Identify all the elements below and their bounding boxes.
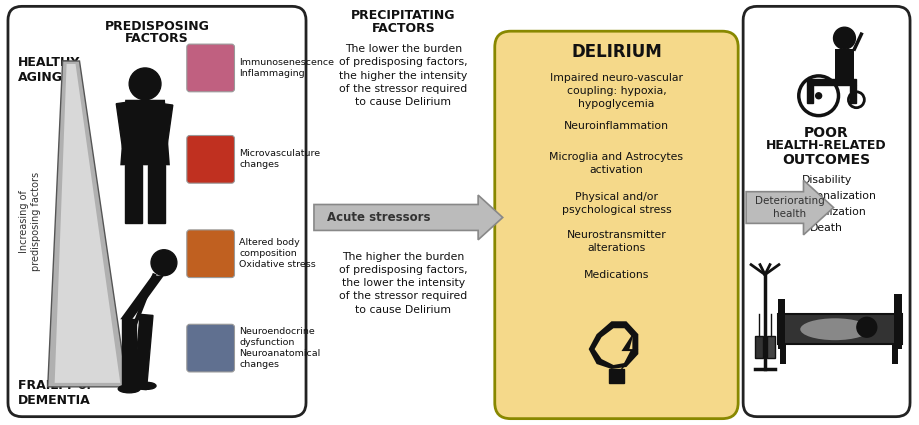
Circle shape: [151, 250, 176, 275]
Bar: [849, 85, 856, 103]
Polygon shape: [588, 321, 638, 369]
Text: Medications: Medications: [584, 269, 649, 280]
FancyBboxPatch shape: [743, 6, 909, 416]
Text: Hospitalization: Hospitalization: [786, 207, 866, 217]
Bar: [133, 314, 153, 390]
Text: HEALTH-RELATED: HEALTH-RELATED: [766, 139, 886, 153]
Text: PRECIPITATING: PRECIPITATING: [351, 9, 455, 23]
FancyBboxPatch shape: [8, 6, 306, 416]
FancyBboxPatch shape: [187, 136, 234, 183]
Text: Increasing of
predisposing factors: Increasing of predisposing factors: [18, 172, 41, 271]
Polygon shape: [834, 49, 854, 79]
Bar: [148, 165, 165, 223]
Bar: [893, 295, 902, 349]
Text: Neuroinflammation: Neuroinflammation: [563, 121, 668, 130]
Bar: [777, 314, 902, 344]
Text: Immunosenescence
Inflammaging: Immunosenescence Inflammaging: [239, 58, 335, 78]
Text: Death: Death: [810, 223, 842, 233]
Text: The higher the burden
of predisposing factors,
the lower the intensity
of the st: The higher the burden of predisposing fa…: [339, 252, 467, 314]
Polygon shape: [48, 61, 127, 387]
Text: PREDISPOSING: PREDISPOSING: [105, 20, 210, 33]
FancyBboxPatch shape: [187, 44, 234, 92]
Text: Neurostransmitter
alterations: Neurostransmitter alterations: [566, 230, 665, 253]
Bar: [116, 102, 132, 148]
Polygon shape: [313, 195, 502, 240]
Bar: [806, 85, 811, 103]
Text: Microvasculature
changes: Microvasculature changes: [239, 150, 320, 169]
Bar: [156, 104, 173, 149]
Bar: [806, 79, 856, 85]
Bar: [125, 165, 142, 223]
Bar: [779, 344, 785, 364]
Text: Impaired neuro-vascular
coupling: hypoxia,
hypoglycemia: Impaired neuro-vascular coupling: hypoxi…: [550, 73, 682, 108]
Text: HEALTHY
AGING: HEALTHY AGING: [17, 56, 80, 84]
Bar: [777, 300, 784, 349]
Circle shape: [129, 68, 161, 100]
Text: Neuroendocrine
dysfunction
Neuroanatomical
changes: Neuroendocrine dysfunction Neuroanatomic…: [239, 328, 321, 369]
Text: The lower the burden
of predisposing factors,
the higher the intensity
of the st: The lower the burden of predisposing fac…: [339, 44, 467, 107]
Text: Deteriorating
health: Deteriorating health: [754, 196, 823, 219]
Polygon shape: [54, 64, 120, 383]
Ellipse shape: [119, 385, 140, 393]
Bar: [891, 344, 897, 364]
Polygon shape: [120, 100, 170, 165]
Circle shape: [856, 317, 876, 337]
Text: OUTCOMES: OUTCOMES: [782, 153, 869, 167]
Bar: [766, 336, 774, 358]
Bar: [754, 336, 762, 358]
Text: FACTORS: FACTORS: [125, 32, 188, 45]
Text: Microglia and Astrocytes
activation: Microglia and Astrocytes activation: [549, 153, 683, 175]
FancyBboxPatch shape: [494, 31, 737, 419]
Polygon shape: [745, 180, 833, 235]
Text: DELIRIUM: DELIRIUM: [571, 43, 661, 61]
Text: FRAILTY or
DEMENTIA: FRAILTY or DEMENTIA: [17, 379, 93, 407]
Bar: [607, 369, 624, 383]
Text: Disability: Disability: [800, 175, 851, 185]
Ellipse shape: [800, 318, 868, 340]
Text: Acute stressors: Acute stressors: [326, 211, 430, 224]
FancyBboxPatch shape: [187, 230, 234, 278]
Ellipse shape: [138, 382, 156, 389]
Text: Altered body
composition
Oxidative stress: Altered body composition Oxidative stres…: [239, 238, 316, 269]
Text: FACTORS: FACTORS: [371, 22, 435, 35]
Circle shape: [815, 93, 821, 99]
Bar: [122, 319, 136, 389]
Polygon shape: [594, 328, 631, 365]
Polygon shape: [120, 275, 164, 319]
Text: POOR: POOR: [803, 125, 848, 139]
Polygon shape: [618, 331, 638, 374]
Text: Institutionalization: Institutionalization: [776, 191, 876, 201]
Circle shape: [833, 27, 855, 49]
Text: Physical and/or
psychological stress: Physical and/or psychological stress: [561, 192, 671, 215]
FancyBboxPatch shape: [187, 324, 234, 372]
